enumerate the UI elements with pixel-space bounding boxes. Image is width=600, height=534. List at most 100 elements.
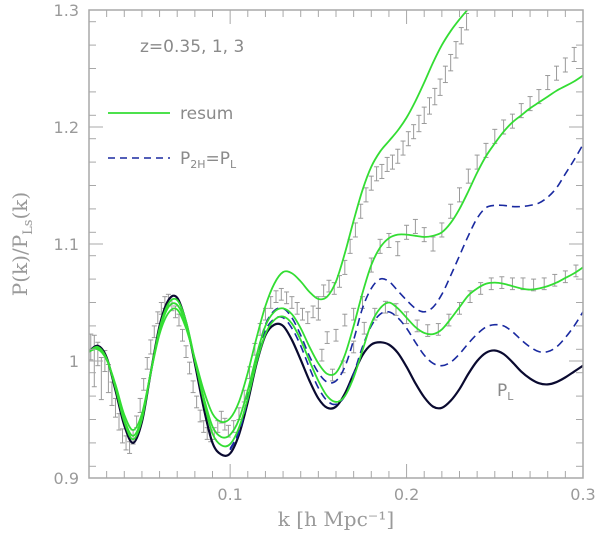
- error-bar: [315, 307, 321, 321]
- error-bar: [412, 218, 418, 234]
- dashed-series-line-2: [229, 144, 583, 450]
- error-bar: [562, 270, 568, 284]
- error-bar: [351, 340, 357, 354]
- solid-series-line-0: [89, 294, 583, 458]
- error-bar: [554, 65, 560, 81]
- error-bar: [437, 78, 443, 96]
- error-bar: [294, 302, 300, 315]
- error-bar: [321, 284, 327, 298]
- error-bar: [421, 227, 427, 243]
- error-bar: [432, 87, 438, 106]
- error-bar: [439, 222, 445, 238]
- error-bar: [379, 163, 385, 179]
- y-axis-title: P(k)/PLs(k): [8, 192, 36, 296]
- solid-series-line-4: [89, 74, 583, 439]
- error-bar: [289, 296, 295, 309]
- legend-label-resum: resum: [180, 104, 233, 124]
- error-bar: [545, 75, 551, 91]
- y-tick-label: 1.2: [54, 118, 79, 137]
- error-bar: [361, 321, 367, 335]
- legend: resum P2H=PL: [108, 104, 237, 171]
- error-bar: [190, 380, 196, 394]
- error-bar: [421, 106, 427, 124]
- error-bar: [148, 339, 154, 355]
- error-bar: [573, 264, 579, 278]
- x-tick-label: 0.3: [570, 485, 595, 504]
- error-bar: [562, 57, 568, 73]
- series-layer: [89, 10, 583, 458]
- error-bar: [457, 187, 462, 203]
- error-bar: [509, 277, 515, 291]
- error-bar: [400, 140, 406, 156]
- x-tick-label: 0.2: [394, 485, 419, 504]
- error-bar: [474, 154, 480, 170]
- error-bar: [430, 236, 436, 252]
- error-bar: [363, 187, 369, 203]
- error-bar: [180, 328, 186, 342]
- error-bar: [395, 148, 401, 164]
- error-bar: [478, 282, 484, 295]
- error-bar: [416, 114, 422, 133]
- error-bar: [201, 420, 207, 433]
- y-tick-label: 1.1: [54, 235, 79, 254]
- error-bar: [98, 356, 104, 401]
- error-bar: [333, 328, 339, 342]
- error-bar: [435, 323, 441, 336]
- error-bar: [141, 378, 147, 391]
- redshift-annotation: z=0.35, 1, 3: [140, 37, 244, 57]
- error-bar: [324, 331, 330, 344]
- linear-curve-label: PL: [497, 381, 514, 403]
- error-bar: [197, 409, 203, 423]
- error-bar: [326, 279, 332, 293]
- y-tick-label: 0.9: [54, 469, 79, 488]
- error-bar: [404, 224, 410, 240]
- error-bar: [384, 156, 390, 172]
- error-bar: [427, 97, 433, 115]
- error-bar: [183, 345, 189, 358]
- error-bar: [215, 420, 221, 433]
- error-bar: [273, 290, 279, 303]
- solid-series-line-5: [89, 10, 469, 431]
- x-axis-title: k [h Mpc⁻¹]: [278, 507, 394, 531]
- error-bar: [448, 53, 454, 72]
- legend-label-p2h: P2H=PL: [180, 149, 237, 171]
- error-bar: [342, 313, 348, 327]
- error-bar: [194, 395, 200, 409]
- error-bar: [414, 319, 420, 333]
- axis-ticks: 0.9 1 1.1 1.2 1.3 0.1 0.2 0.3: [54, 1, 596, 504]
- error-bar: [284, 291, 290, 305]
- error-bar: [358, 203, 364, 219]
- solid-series-line-3: [89, 266, 583, 448]
- error-bar: [465, 168, 471, 184]
- error-bar: [319, 348, 325, 362]
- error-bar: [352, 222, 358, 238]
- error-bar: [374, 166, 380, 182]
- error-bar: [448, 203, 454, 219]
- error-bar: [222, 417, 228, 431]
- error-bar: [488, 277, 494, 291]
- error-bar: [389, 154, 395, 170]
- error-bar: [453, 41, 459, 59]
- error-bar: [458, 27, 464, 45]
- error-bar: [305, 311, 311, 325]
- error-bar: [120, 428, 126, 444]
- error-bar: [368, 175, 374, 191]
- error-bar: [411, 124, 417, 140]
- error-bar: [310, 305, 316, 319]
- error-bar: [151, 325, 157, 339]
- error-bar: [442, 65, 448, 84]
- y-tick-label: 1.3: [54, 1, 79, 20]
- error-bar: [464, 13, 470, 31]
- error-bar: [187, 361, 193, 375]
- error-bar: [144, 356, 150, 370]
- error-bar: [571, 46, 577, 62]
- x-tick-label: 0.1: [217, 485, 242, 504]
- error-bar: [299, 307, 305, 321]
- error-bar: [395, 241, 401, 257]
- dashed-series-line-1: [229, 310, 583, 451]
- y-tick-label: 1: [69, 352, 79, 371]
- error-bar: [405, 131, 411, 147]
- error-bar: [386, 232, 392, 249]
- error-bar: [278, 287, 284, 301]
